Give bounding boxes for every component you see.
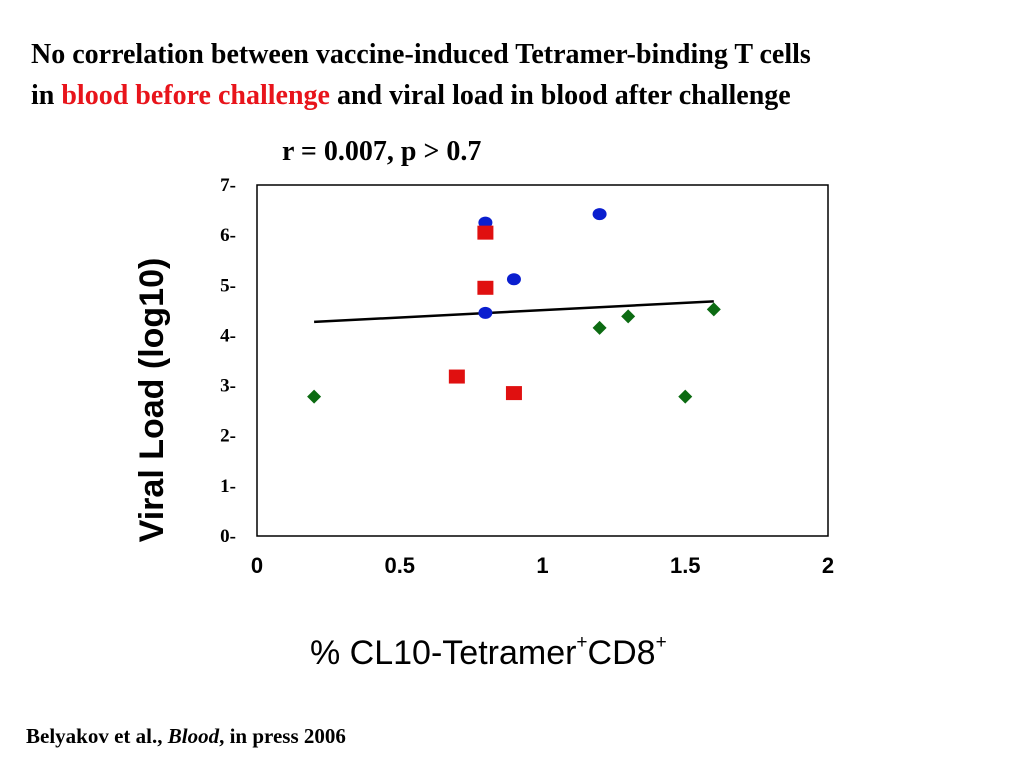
correlation-stats: r = 0.007, p > 0.7 [282, 136, 482, 167]
x-axis-label-main: % CL10-Tetramer [310, 634, 577, 672]
square-point [477, 280, 494, 295]
y-axis-label: Viral Load (log10) [133, 257, 171, 543]
x-axis-label-sup-2: + [655, 632, 667, 653]
y-tick-label: 5- [220, 275, 236, 296]
x-tick-label: 0.5 [384, 553, 415, 578]
circle-point [478, 216, 493, 229]
slide-title: No correlation between vaccine-induced T… [31, 34, 1011, 116]
x-axis-label: % CL10-Tetramer+CD8+ [310, 632, 667, 673]
diamond-point [621, 309, 636, 324]
diamond-point [706, 302, 721, 317]
title-line-2-suffix: and viral load in blood after challenge [329, 80, 791, 111]
x-axis-label-sup-1: + [576, 632, 588, 653]
y-tick-label: 3- [220, 376, 236, 397]
y-tick-label: 0- [220, 526, 236, 547]
citation-authors: Belyakov et al., [26, 724, 168, 748]
title-line-2: in blood before challenge and viral load… [31, 75, 1011, 116]
y-tick-label: 1- [220, 476, 236, 497]
y-tick-label: 4- [220, 325, 236, 346]
x-tick-label: 1.5 [670, 553, 701, 578]
square-point [505, 386, 522, 401]
citation: Belyakov et al., Blood, in press 2006 [26, 724, 346, 749]
x-tick-label: 1 [536, 553, 548, 578]
citation-rest: , in press 2006 [219, 724, 346, 748]
x-tick-label: 2 [822, 553, 834, 578]
square-point [448, 369, 465, 384]
y-tick-label: 7- [220, 175, 236, 196]
title-line-2-prefix: in [31, 80, 62, 111]
square-point [477, 225, 494, 240]
title-highlight: blood before challenge [61, 80, 330, 111]
x-tick-label: 0 [251, 553, 263, 578]
circle-point [506, 273, 521, 286]
title-line-1: No correlation between vaccine-induced T… [31, 39, 811, 70]
diamond-point [592, 320, 607, 335]
y-tick-label: 2- [220, 426, 236, 447]
plot-area-frame [256, 184, 829, 537]
circle-point [592, 208, 607, 221]
y-tick-label: 6- [220, 225, 236, 246]
citation-journal: Blood [167, 724, 220, 748]
x-axis-label-mid: CD8 [587, 634, 656, 672]
circle-point [478, 306, 493, 319]
trend-line [314, 300, 714, 324]
diamond-point [678, 389, 693, 404]
diamond-point [307, 389, 322, 404]
